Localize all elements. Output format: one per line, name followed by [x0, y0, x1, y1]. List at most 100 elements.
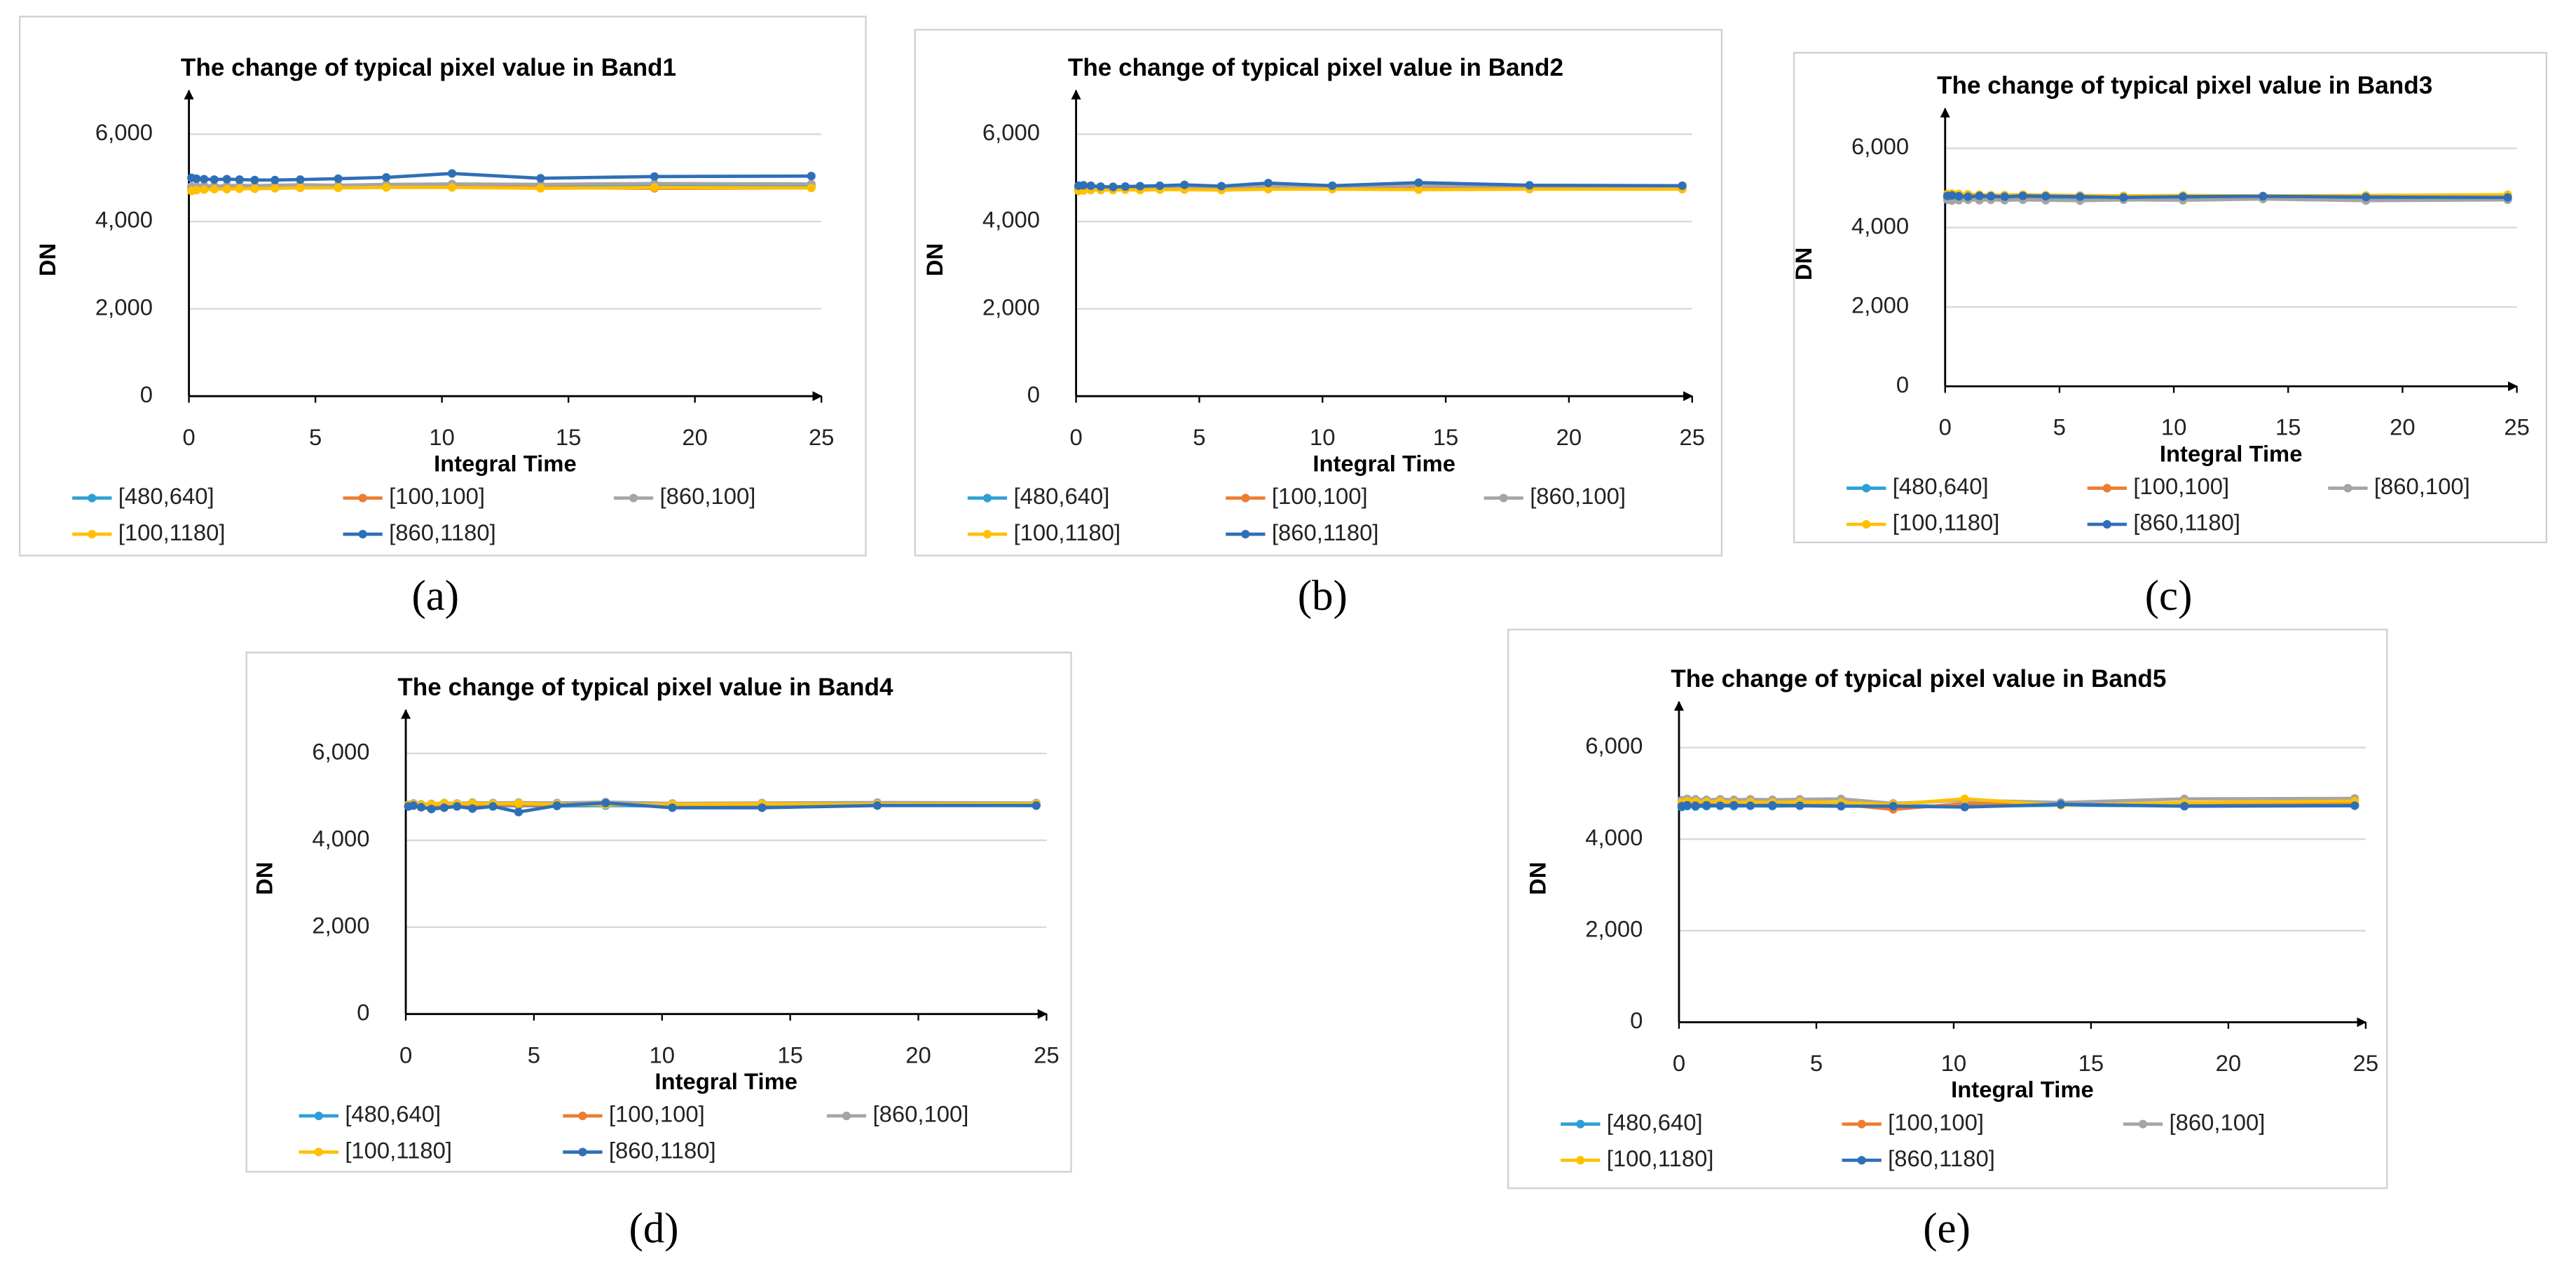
data-point	[1109, 182, 1118, 191]
x-tick-label: 25	[1034, 1042, 1060, 1068]
data-point	[1947, 191, 1957, 200]
legend-marker	[2343, 484, 2352, 493]
x-tick-label: 15	[777, 1042, 803, 1068]
x-tick-label: 0	[1939, 414, 1952, 440]
data-point	[1795, 801, 1804, 810]
legend-label: [100,100]	[1888, 1109, 1984, 1135]
y-tick-label: 0	[140, 381, 153, 407]
data-point	[1964, 192, 1973, 201]
x-tick-label: 15	[2078, 1050, 2104, 1076]
data-point	[1263, 179, 1273, 188]
legend-marker	[1241, 493, 1250, 503]
data-point	[514, 807, 523, 817]
data-point	[200, 175, 209, 184]
y-axis-label: DN	[1790, 247, 1816, 280]
legend-label: [480,640]	[345, 1101, 441, 1127]
data-point	[1683, 800, 1692, 810]
legend-marker	[358, 493, 367, 503]
x-tick-label: 10	[650, 1042, 676, 1068]
data-point	[1746, 801, 1755, 810]
legend-marker	[2102, 519, 2111, 529]
x-axis-label: Integral Time	[2160, 440, 2303, 466]
data-point	[1960, 803, 1969, 812]
legend-label: [860,1180]	[1272, 519, 1379, 545]
data-point	[1975, 191, 1984, 200]
data-point	[2503, 193, 2512, 202]
data-point	[382, 183, 391, 192]
panel-caption: (e)	[1923, 1205, 1971, 1252]
y-tick-label: 0	[357, 999, 369, 1025]
data-point	[1954, 191, 1964, 201]
data-point	[270, 184, 280, 193]
y-tick-label: 2,000	[1585, 915, 1643, 941]
x-tick-label: 20	[2216, 1050, 2241, 1076]
legend-label: [100,100]	[609, 1101, 705, 1127]
panel-frame	[18, 15, 867, 557]
data-point	[514, 799, 523, 808]
x-tick-label: 0	[399, 1042, 412, 1068]
legend-label: [100,1180]	[118, 519, 226, 545]
data-point	[439, 803, 449, 812]
data-point	[2056, 800, 2065, 809]
legend-label: [860,1180]	[609, 1137, 716, 1163]
data-point	[235, 175, 244, 184]
data-point	[650, 172, 659, 181]
legend-marker	[1857, 1119, 1866, 1128]
panel-caption: (c)	[2145, 573, 2193, 620]
x-tick-label: 20	[2390, 414, 2416, 440]
legend-label: [480,640]	[1013, 483, 1109, 509]
legend-marker	[629, 493, 638, 503]
panel-frame	[914, 29, 1723, 557]
data-point	[2119, 193, 2128, 202]
x-axis-label: Integral Time	[655, 1068, 797, 1094]
x-tick-label: 25	[1679, 424, 1705, 450]
data-point	[250, 184, 259, 193]
data-point	[447, 183, 457, 192]
legend-marker	[1862, 519, 1871, 529]
legend-label: [860,1180]	[1888, 1145, 1995, 1171]
y-tick-label: 4,000	[312, 826, 369, 852]
legend-label: [860,1180]	[389, 519, 496, 545]
legend-marker	[1499, 493, 1508, 503]
y-tick-label: 2,000	[1851, 292, 1909, 318]
data-point	[222, 175, 231, 184]
data-point	[1328, 181, 1337, 191]
data-point	[235, 184, 244, 193]
legend-label: [860,1180]	[2133, 510, 2240, 536]
legend-marker	[88, 493, 97, 503]
y-tick-label: 4,000	[982, 207, 1040, 233]
legend-label: [100,1180]	[345, 1137, 452, 1163]
data-point	[1768, 800, 1777, 810]
y-tick-label: 6,000	[95, 119, 153, 145]
legend-marker	[578, 1147, 587, 1157]
data-point	[453, 802, 462, 811]
data-point	[210, 184, 219, 194]
x-tick-label: 20	[1556, 424, 1582, 450]
x-tick-label: 10	[429, 424, 455, 450]
data-point	[296, 175, 305, 184]
y-tick-label: 6,000	[1851, 133, 1909, 159]
legend-label: [100,100]	[389, 483, 485, 509]
y-tick-label: 4,000	[1585, 824, 1643, 850]
data-point	[536, 174, 545, 183]
data-point	[1180, 180, 1189, 189]
x-tick-label: 0	[1673, 1050, 1685, 1076]
data-point	[2041, 191, 2050, 201]
x-tick-label: 25	[2504, 414, 2530, 440]
y-tick-label: 6,000	[312, 739, 369, 765]
legend-marker	[1576, 1156, 1585, 1165]
y-tick-label: 6,000	[982, 119, 1040, 145]
x-tick-label: 25	[809, 424, 835, 450]
data-point	[1960, 794, 1969, 803]
data-point	[807, 183, 816, 193]
x-tick-label: 0	[1069, 424, 1082, 450]
panel-frame	[1793, 52, 2547, 544]
legend-marker	[1862, 484, 1871, 493]
legend-marker	[314, 1147, 323, 1157]
y-axis-label: DN	[922, 243, 947, 276]
x-tick-label: 20	[905, 1042, 931, 1068]
data-point	[2350, 801, 2359, 810]
series-line	[1681, 803, 2355, 809]
x-tick-label: 5	[309, 424, 322, 450]
